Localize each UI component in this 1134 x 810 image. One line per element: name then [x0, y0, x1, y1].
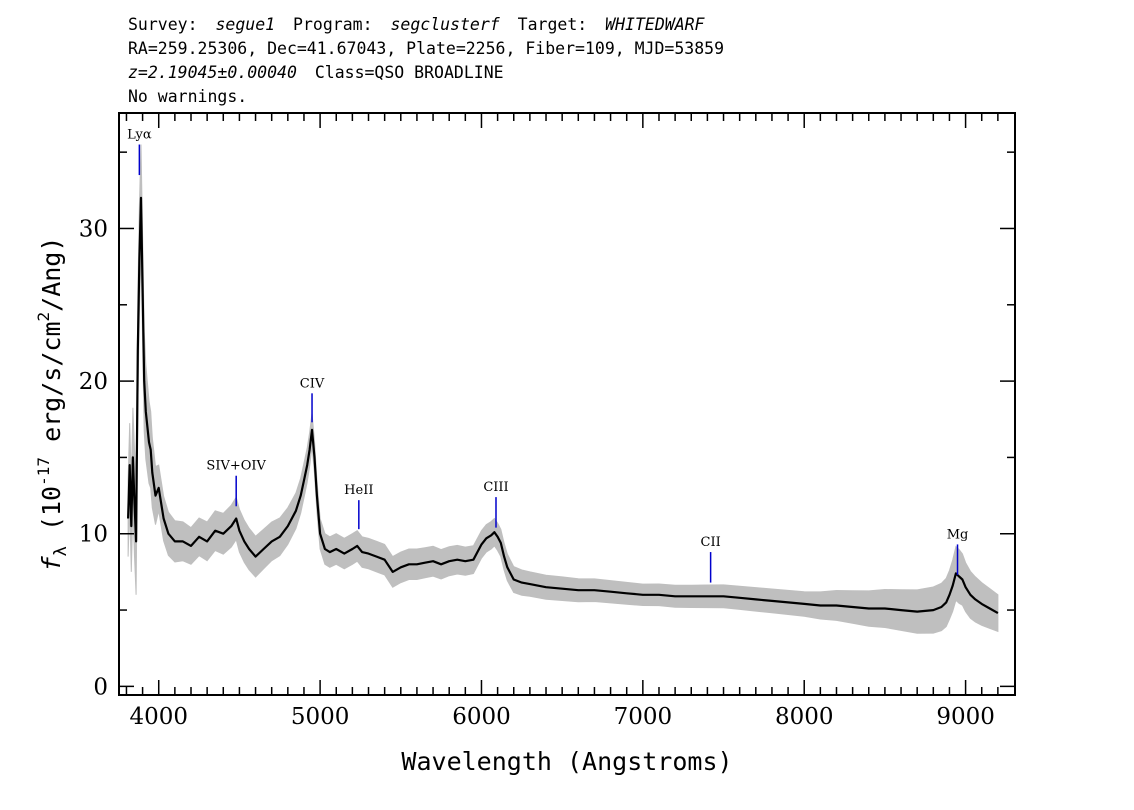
target-value: WHITEDWARF [605, 15, 705, 34]
header-line-3: z=2.19045±0.00040 Class=QSO BROADLINE [128, 63, 504, 82]
survey-value: segue1 [215, 15, 275, 34]
header-line-2: RA=259.25306, Dec=41.67043, Plate=2256, … [128, 39, 724, 58]
survey-label: Survey: [128, 15, 198, 34]
line-label: Mg [947, 527, 969, 542]
line-label: HeII [344, 483, 373, 498]
line-label: SIV+OIV [206, 459, 266, 474]
x-axis-title: Wavelength (Angstroms) [401, 747, 732, 776]
y-tick-label: 20 [79, 369, 108, 395]
x-tick-label: 8000 [775, 704, 834, 730]
error-band [127, 144, 999, 634]
flux-line [127, 196, 999, 615]
y-axis-title: fλ (10-17 erg/s/cm2/Ang) [34, 237, 71, 572]
y-tick-label: 10 [79, 522, 108, 548]
y-tick-label: 30 [79, 216, 108, 242]
line-label: CIII [483, 480, 508, 495]
line-annotations: Lyα SIV+OIV CIV HeII CIII CII Mg [127, 128, 968, 583]
target-label: Target: [518, 15, 588, 34]
x-tick-label: 6000 [452, 704, 511, 730]
plot-area [127, 144, 999, 634]
program-label: Program: [293, 15, 372, 34]
redshift-value: z=2.19045±0.00040 [128, 63, 297, 82]
line-label: Lyα [127, 128, 152, 143]
header-line-4: No warnings. [128, 87, 247, 106]
class-value: Class=QSO BROADLINE [315, 63, 504, 82]
x-tick-label: 5000 [291, 704, 350, 730]
x-tick-label: 9000 [936, 704, 995, 730]
line-label: CIV [300, 376, 325, 391]
program-value: segclusterf [390, 15, 500, 34]
plot-frame [118, 112, 1016, 696]
header-line-1: Survey: segue1 Program: segclusterf Targ… [128, 15, 706, 34]
line-label: CII [701, 535, 721, 550]
x-tick-label: 4000 [129, 704, 188, 730]
x-tick-label: 7000 [614, 704, 673, 730]
axis-ticks: 4000 5000 6000 7000 8000 9000 0 10 20 30 [79, 114, 1014, 730]
y-tick-label: 0 [93, 674, 108, 700]
